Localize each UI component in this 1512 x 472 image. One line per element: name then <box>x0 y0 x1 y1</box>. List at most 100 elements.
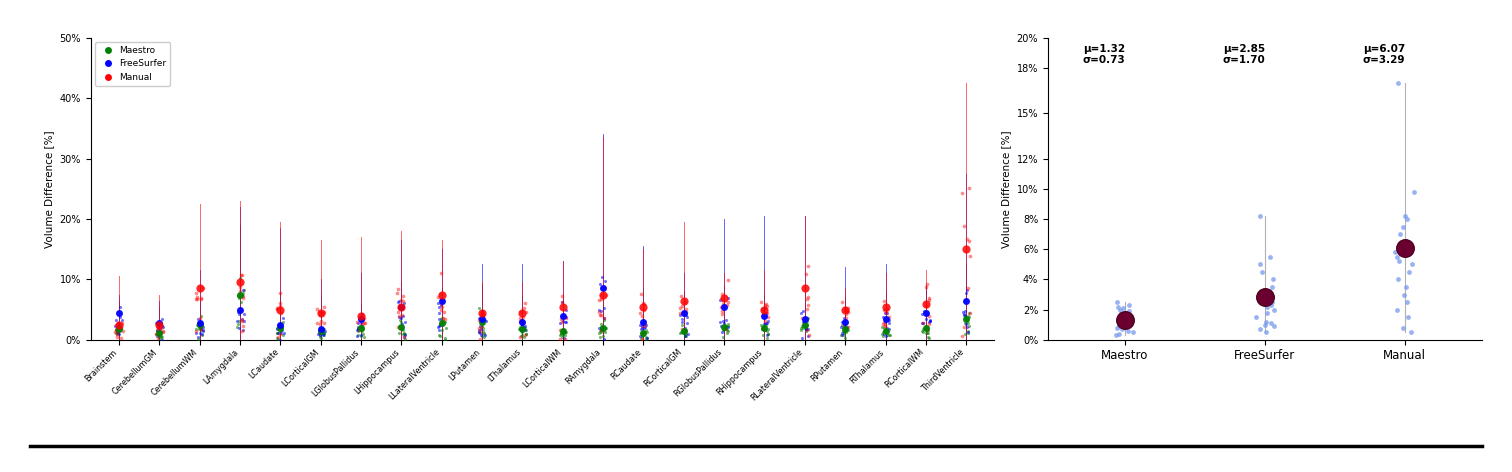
Point <box>311 320 336 327</box>
Point <box>467 329 491 337</box>
Point <box>635 329 659 336</box>
Point <box>913 324 937 331</box>
Point <box>593 278 617 285</box>
Point <box>1108 306 1132 313</box>
Point <box>587 296 611 304</box>
Point <box>709 322 733 329</box>
Point <box>473 316 497 324</box>
Point <box>874 303 898 311</box>
Point <box>187 324 212 331</box>
Point <box>510 331 534 338</box>
Point <box>110 316 135 323</box>
Point <box>231 295 256 302</box>
Point <box>792 318 816 326</box>
Point <box>588 311 612 319</box>
Point <box>631 331 655 339</box>
Point <box>631 322 655 330</box>
Point <box>673 329 697 336</box>
Point <box>148 329 172 336</box>
Point <box>345 318 369 326</box>
Point <box>346 323 370 330</box>
Point <box>228 291 253 298</box>
Point <box>106 334 130 341</box>
Point <box>872 329 897 336</box>
Point <box>311 327 336 335</box>
Point <box>549 298 573 306</box>
Point <box>191 332 215 339</box>
Point <box>756 327 780 334</box>
Point <box>106 326 130 334</box>
Point <box>791 319 815 326</box>
Point <box>953 311 977 319</box>
Point <box>670 318 694 325</box>
Point <box>104 328 129 336</box>
Point <box>346 319 370 327</box>
Point <box>1113 321 1137 329</box>
Point <box>109 313 133 321</box>
Point <box>269 327 293 335</box>
Point <box>147 334 171 342</box>
Legend: Maestro, FreeSurfer, Manual: Maestro, FreeSurfer, Manual <box>95 42 171 85</box>
Point <box>668 328 692 336</box>
Point <box>1110 326 1134 333</box>
Point <box>230 316 254 323</box>
Point <box>473 317 497 325</box>
Point <box>510 328 534 336</box>
Text: μ=2.85
σ=1.70: μ=2.85 σ=1.70 <box>1223 44 1266 66</box>
Point <box>104 326 129 333</box>
Point <box>552 318 576 326</box>
Point <box>184 326 209 333</box>
Point <box>307 326 331 334</box>
Point <box>912 307 936 315</box>
Point <box>428 301 452 308</box>
Point <box>795 305 820 312</box>
Point <box>428 320 452 328</box>
Point <box>1258 253 1282 261</box>
Point <box>508 323 532 330</box>
Point <box>150 333 174 341</box>
Point <box>106 329 130 337</box>
Point <box>629 291 653 298</box>
Point <box>514 331 538 338</box>
Point <box>345 327 369 334</box>
Point <box>470 324 494 332</box>
Point <box>467 328 491 335</box>
Point <box>1400 261 1424 268</box>
Point <box>107 320 132 328</box>
Point <box>632 325 656 332</box>
Point <box>1247 326 1272 333</box>
Point <box>1111 304 1136 312</box>
Point <box>228 306 253 313</box>
Point <box>1105 303 1129 311</box>
Point <box>183 295 207 303</box>
Point <box>627 310 652 317</box>
Point <box>954 330 978 337</box>
Point <box>269 322 293 330</box>
Point <box>871 324 895 332</box>
Point <box>103 328 127 336</box>
Point <box>674 305 699 313</box>
Point <box>715 302 739 309</box>
Point <box>510 316 534 323</box>
Point <box>670 326 694 333</box>
Point <box>797 332 821 339</box>
Point <box>349 312 373 320</box>
Point <box>428 291 452 298</box>
Point <box>470 332 494 340</box>
Point <box>346 325 370 332</box>
Point <box>426 323 451 331</box>
Point <box>103 322 127 330</box>
Point <box>387 312 411 320</box>
Point <box>832 319 856 326</box>
Point <box>349 323 373 330</box>
Point <box>708 318 732 326</box>
Point <box>186 333 210 341</box>
Point <box>429 319 454 327</box>
Point <box>150 334 174 341</box>
Point <box>833 325 857 333</box>
Point <box>469 332 493 339</box>
Point <box>795 295 820 303</box>
Point <box>915 280 939 288</box>
Point <box>956 324 980 331</box>
Point <box>1383 248 1408 256</box>
